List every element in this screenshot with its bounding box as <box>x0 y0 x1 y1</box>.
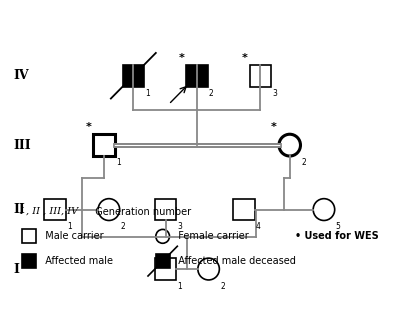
Circle shape <box>156 230 170 243</box>
Bar <box>22 254 36 268</box>
Bar <box>233 199 254 221</box>
Text: *: * <box>86 122 91 132</box>
Text: 3: 3 <box>177 222 182 231</box>
Text: Affected male: Affected male <box>38 256 112 266</box>
Text: *: * <box>242 53 248 63</box>
Text: *: * <box>178 53 184 63</box>
Text: 1: 1 <box>177 282 182 291</box>
Bar <box>186 65 208 87</box>
Text: 2: 2 <box>302 158 306 167</box>
Text: 4: 4 <box>256 222 260 231</box>
Text: I , II , III, IV: I , II , III, IV <box>19 207 78 216</box>
Text: • Used for WES: • Used for WES <box>295 231 378 241</box>
Text: Generation number: Generation number <box>89 206 192 217</box>
Text: 2: 2 <box>220 282 225 291</box>
Text: 5: 5 <box>336 222 340 231</box>
Circle shape <box>313 199 335 221</box>
Bar <box>44 199 66 221</box>
Text: Female carrier: Female carrier <box>172 231 249 241</box>
Text: 1: 1 <box>67 222 72 231</box>
Circle shape <box>198 258 219 280</box>
Text: Affected male deceased: Affected male deceased <box>172 256 296 266</box>
Bar <box>22 230 36 243</box>
Bar <box>155 199 176 221</box>
Bar <box>93 134 115 156</box>
Text: I: I <box>13 263 19 275</box>
Text: 2: 2 <box>121 222 125 231</box>
Text: III: III <box>13 139 31 152</box>
Text: IV: IV <box>13 69 29 82</box>
Text: *: * <box>271 122 277 132</box>
Text: 1: 1 <box>116 158 120 167</box>
Text: 1: 1 <box>145 89 150 98</box>
Bar <box>155 258 176 280</box>
Bar <box>122 65 144 87</box>
Circle shape <box>279 134 300 156</box>
Text: II: II <box>13 203 25 216</box>
Bar <box>250 65 271 87</box>
Text: Male carrier: Male carrier <box>38 231 103 241</box>
Text: 3: 3 <box>272 89 277 98</box>
Text: 2: 2 <box>209 89 213 98</box>
Bar <box>156 254 170 268</box>
Circle shape <box>98 199 120 221</box>
